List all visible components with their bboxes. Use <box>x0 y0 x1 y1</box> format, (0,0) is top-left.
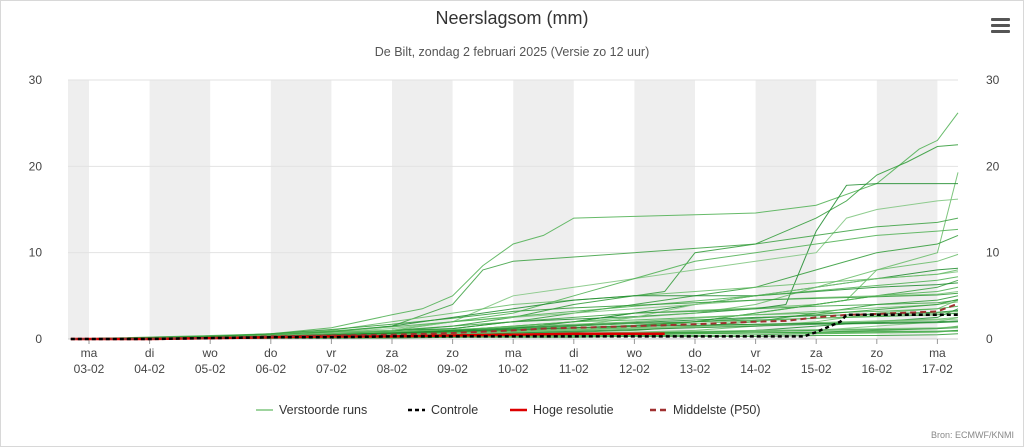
legend-label: Middelste (P50) <box>673 403 761 417</box>
x-tick-day: ma <box>929 346 946 360</box>
ensemble-run-line <box>70 276 959 340</box>
legend-item[interactable]: Verstoorde runs <box>256 403 367 417</box>
x-tick-day: do <box>688 346 702 360</box>
day-band <box>876 80 938 339</box>
ensemble-run-line <box>70 292 959 340</box>
legend-item[interactable]: Middelste (P50) <box>650 403 761 417</box>
x-tick-day: ma <box>505 346 522 360</box>
x-tick-date: 04-02 <box>134 362 165 376</box>
x-tick-date: 16-02 <box>861 362 892 376</box>
x-tick-date: 07-02 <box>316 362 347 376</box>
day-band <box>392 80 453 339</box>
x-tick-day: ma <box>81 346 98 360</box>
x-tick-day: vr <box>326 346 336 360</box>
legend-label: Hoge resolutie <box>533 403 614 417</box>
x-tick-date: 08-02 <box>377 362 408 376</box>
x-tick-date: 03-02 <box>74 362 105 376</box>
x-tick-date: 10-02 <box>498 362 529 376</box>
x-tick-date: 13-02 <box>680 362 711 376</box>
x-tick-day: di <box>145 346 154 360</box>
x-tick-day: di <box>569 346 578 360</box>
x-tick-date: 06-02 <box>255 362 286 376</box>
x-tick-day: za <box>386 346 399 360</box>
chart-subtitle: De Bilt, zondag 2 februari 2025 (Versie … <box>374 45 650 59</box>
x-tick-date: 09-02 <box>437 362 468 376</box>
middelste-p50-line <box>70 302 959 340</box>
legend-item[interactable]: Controle <box>408 403 478 417</box>
x-tick-date: 05-02 <box>195 362 226 376</box>
y-tick-label-left: 30 <box>29 73 43 87</box>
x-tick-date: 14-02 <box>740 362 771 376</box>
controle-line <box>70 313 958 341</box>
x-tick-date: 11-02 <box>559 362 589 376</box>
y-tick-label-left: 0 <box>35 332 42 346</box>
y-tick-label-left: 10 <box>29 246 43 260</box>
y-tick-label-right: 30 <box>986 73 1000 87</box>
day-band <box>68 80 89 339</box>
x-tick-day: vr <box>751 346 761 360</box>
chart-title: Neerslagsom (mm) <box>435 8 589 28</box>
x-tick-day: za <box>810 346 823 360</box>
x-tick-date: 17-02 <box>922 362 953 376</box>
day-band <box>149 80 211 339</box>
source-credit: Bron: ECMWF/KNMI <box>930 430 1014 440</box>
legend-label: Verstoorde runs <box>279 403 367 417</box>
y-tick-label-left: 20 <box>29 159 43 173</box>
day-band <box>270 80 332 339</box>
x-tick-day: do <box>264 346 278 360</box>
hamburger-menu-icon[interactable] <box>985 12 1015 40</box>
x-tick-date: 15-02 <box>801 362 832 376</box>
x-tick-day: zo <box>870 346 883 360</box>
day-band <box>513 80 574 339</box>
y-tick-label-right: 10 <box>986 246 1000 260</box>
x-tick-day: wo <box>626 346 643 360</box>
y-tick-label-right: 20 <box>986 159 1000 173</box>
legend-item[interactable]: Hoge resolutie <box>510 403 614 417</box>
ensemble-run-line <box>70 301 959 340</box>
y-tick-label-right: 0 <box>986 332 993 346</box>
x-tick-day: zo <box>446 346 459 360</box>
x-tick-day: wo <box>202 346 219 360</box>
x-tick-date: 12-02 <box>619 362 650 376</box>
legend-label: Controle <box>431 403 478 417</box>
